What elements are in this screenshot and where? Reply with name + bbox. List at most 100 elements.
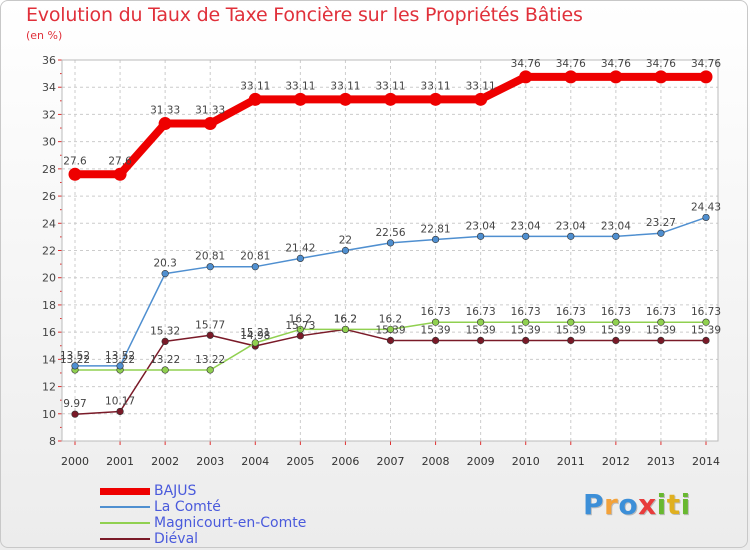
chart-title: Evolution du Taux de Taxe Foncière sur l… [26, 4, 583, 26]
legend-item-dieval: Diéval [100, 531, 306, 547]
data-label: 15.39 [375, 324, 405, 336]
data-point [384, 92, 397, 106]
data-point [71, 410, 79, 418]
data-label: 20.81 [195, 251, 225, 263]
data-point [338, 92, 352, 106]
data-point [477, 318, 485, 326]
data-label: 21.42 [285, 242, 315, 254]
x-tick-label: 2003 [196, 455, 224, 468]
data-point [612, 336, 620, 345]
data-point [161, 270, 169, 278]
data-point [206, 331, 214, 339]
y-tick-label: 10 [42, 408, 56, 421]
x-tick-label: 2012 [602, 455, 630, 468]
data-label: 16.2 [334, 313, 357, 325]
logo-letter: i [680, 488, 691, 521]
legend-swatch-bajus [100, 487, 150, 495]
data-label: 34.76 [511, 58, 541, 70]
data-point [251, 263, 259, 271]
data-point [386, 239, 395, 247]
logo-letter: i [656, 488, 667, 521]
data-label: 16.2 [334, 313, 357, 325]
data-label: 23.27 [646, 217, 676, 229]
data-point [71, 362, 79, 370]
data-label: 33.11 [375, 80, 405, 92]
data-label: 22.56 [375, 227, 405, 239]
y-tick-label: 22 [42, 245, 56, 258]
data-label: 14.98 [240, 330, 270, 342]
data-label: 13.52 [105, 350, 135, 362]
data-point [248, 92, 262, 106]
data-label: 34.76 [691, 58, 721, 70]
proxiti-logo: Proxiti [583, 488, 691, 521]
data-label: 16.73 [556, 306, 586, 318]
data-point [158, 117, 172, 131]
data-point [206, 366, 214, 374]
data-point [699, 70, 713, 84]
y-tick-label: 16 [42, 326, 56, 339]
data-label: 23.04 [556, 220, 586, 232]
data-point [116, 407, 124, 416]
y-tick-label: 8 [49, 435, 56, 448]
x-tick-label: 2013 [647, 455, 675, 468]
data-point [609, 70, 623, 84]
data-point [429, 92, 443, 106]
legend-item-bajus: BAJUS [100, 483, 306, 499]
data-label: 9.97 [63, 398, 86, 410]
legend-label-la-comte: La Comté [154, 499, 221, 515]
data-point [431, 336, 440, 345]
data-point [477, 336, 485, 345]
data-point [116, 362, 124, 370]
data-point [702, 318, 710, 326]
x-tick-label: 2000 [61, 455, 89, 468]
x-tick-label: 2007 [377, 455, 405, 468]
data-label: 27.6 [108, 155, 132, 167]
data-label: 33.11 [285, 80, 315, 92]
data-point [657, 318, 665, 326]
data-point [702, 213, 710, 222]
logo-letter: t [666, 488, 681, 521]
data-label: 33.11 [421, 80, 451, 92]
legend-swatch-magnicourt [100, 522, 150, 524]
data-label: 13.22 [60, 354, 90, 366]
data-point [113, 167, 127, 181]
data-label: 15.39 [691, 324, 721, 336]
legend: BAJUS La Comté Magnicourt-en-Comte Diéva… [100, 483, 306, 547]
data-label: 16.73 [601, 306, 631, 318]
data-label: 23.04 [466, 220, 496, 232]
data-point [386, 336, 395, 345]
y-tick-label: 28 [42, 163, 56, 176]
data-point [567, 232, 575, 240]
data-label: 16.73 [421, 306, 451, 318]
logo-letter: P [583, 488, 605, 521]
legend-swatch-dieval [100, 538, 150, 540]
x-tick-label: 2009 [467, 455, 495, 468]
x-tick-label: 2014 [692, 455, 720, 468]
legend-item-la-comte: La Comté [100, 499, 306, 515]
legend-swatch-la-comte [100, 506, 150, 508]
plot-border [61, 59, 719, 442]
x-tick-label: 2008 [422, 455, 450, 468]
y-tick-label: 18 [42, 299, 56, 312]
x-tick-label: 2002 [151, 455, 179, 468]
data-point [203, 117, 217, 131]
data-point [519, 70, 533, 84]
data-point [567, 318, 575, 326]
y-axis-unit-label: (en %) [26, 29, 63, 42]
data-label: 15.39 [511, 324, 541, 336]
x-tick-label: 2011 [557, 455, 585, 468]
y-tick-label: 32 [42, 108, 56, 121]
data-label: 24.43 [691, 201, 721, 213]
legend-item-magnicourt: Magnicourt-en-Comte [100, 515, 306, 531]
data-label: 34.76 [601, 58, 631, 70]
data-point [654, 70, 668, 84]
data-point [206, 263, 214, 271]
data-point [522, 232, 530, 240]
data-label: 31.33 [150, 105, 180, 117]
data-point [477, 232, 485, 240]
data-point [293, 92, 307, 106]
data-label: 13.22 [105, 354, 135, 366]
y-tick-label: 34 [42, 81, 56, 94]
